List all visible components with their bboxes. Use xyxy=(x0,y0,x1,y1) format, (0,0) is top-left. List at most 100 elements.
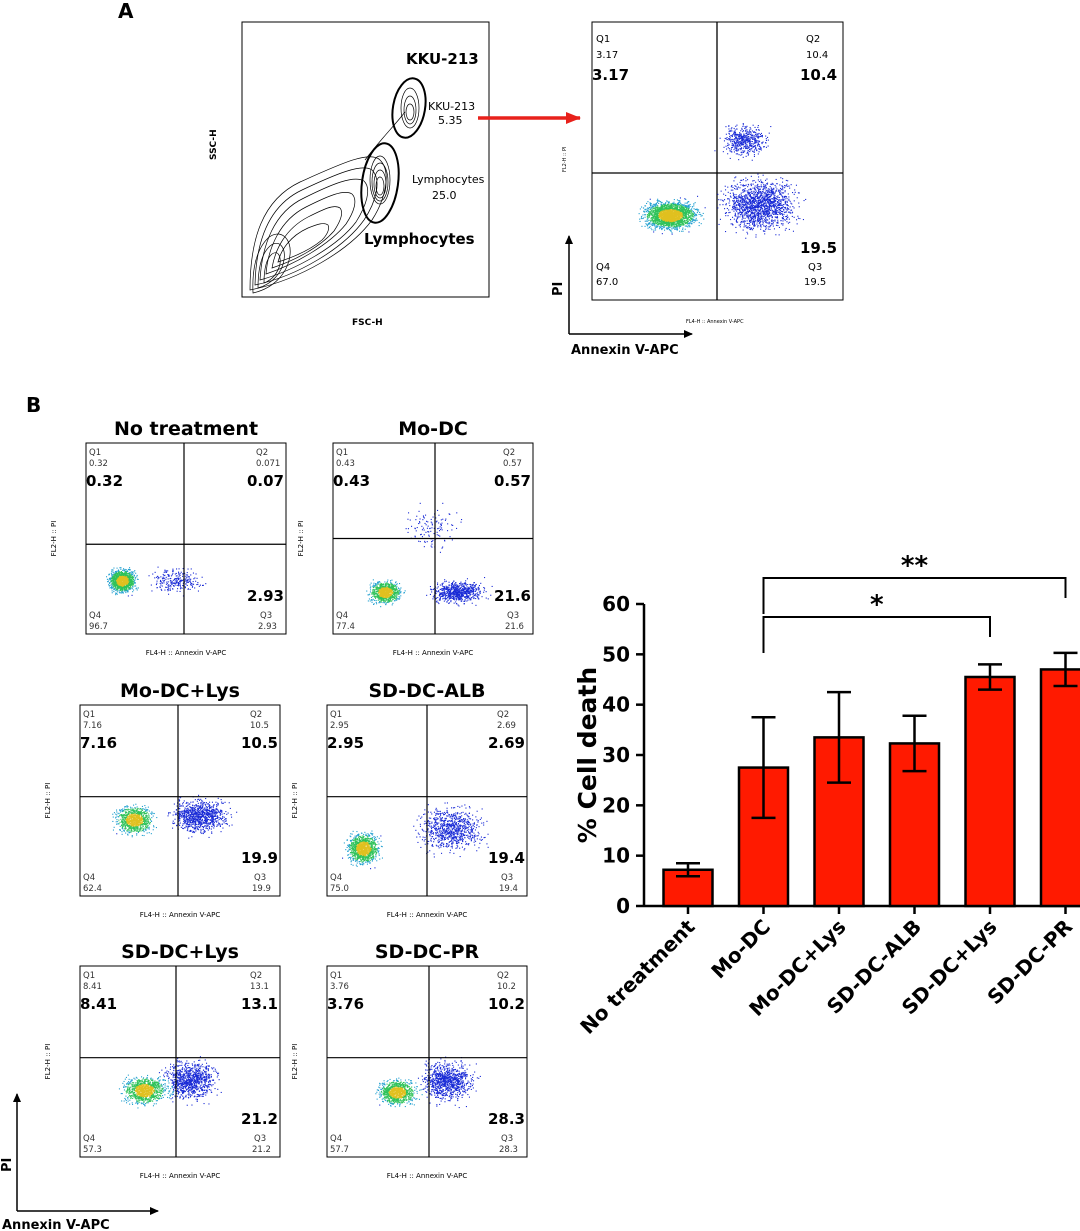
flow-plot: Mo-DC+LysQ17.167.16Q210.510.519.9Q319.9Q… xyxy=(44,680,281,919)
x-tick-label: Mo-DC xyxy=(706,915,775,984)
gate-lymphocytes-big-label: Lymphocytes xyxy=(364,230,475,248)
kku-213-gate xyxy=(391,77,427,139)
flow-plot-q1-small: 2.95 xyxy=(330,721,349,731)
flow-plot-q2-name: Q2 xyxy=(250,710,262,720)
flow-plot: No treatmentQ10.320.32Q20.0710.072.93Q32… xyxy=(50,418,287,657)
flow-plot-q4-small: 77.4 xyxy=(336,622,355,632)
flow-plot-x-axis-text: FL4-H :: Annexin V-APC xyxy=(387,1172,468,1180)
panel-b-arrow-y-label: PI xyxy=(0,1158,15,1172)
flow-plot-q3-small: 21.6 xyxy=(505,622,524,632)
flow-plot-y-axis-text: FL2-H :: PI xyxy=(291,783,299,819)
flow-plot-q1-small: 3.76 xyxy=(330,982,349,992)
flow-plot-q1-big: 8.41 xyxy=(80,995,117,1013)
gate-lymphocytes-small-label: Lymphocytes xyxy=(412,173,485,186)
panel-a-q4-name: Q4 xyxy=(596,262,610,273)
flow-plot-q2-small: 0.57 xyxy=(503,459,522,469)
flow-plot-x-axis-text: FL4-H :: Annexin V-APC xyxy=(140,911,221,919)
flow-plot: SD-DC-PRQ13.763.76Q210.210.228.3Q328.3Q4… xyxy=(291,941,528,1180)
significance-bracket: ** xyxy=(762,551,1067,614)
flow-plot-y-axis-text: FL2-H :: PI xyxy=(297,521,305,557)
significance-label: ** xyxy=(901,551,929,581)
y-tick-label: 30 xyxy=(602,743,630,767)
flow-plot-q1-big: 0.43 xyxy=(333,472,370,490)
flow-plot-q1-name: Q1 xyxy=(83,971,95,981)
y-tick-label: 50 xyxy=(602,642,630,666)
flow-plot-q2-small: 2.69 xyxy=(497,721,516,731)
flow-plot-y-axis-text: FL2-H :: PI xyxy=(44,783,52,819)
flow-plot-y-axis-text: FL2-H :: PI xyxy=(50,521,58,557)
panel-a-x-axis-text: FL4-H :: Annexin V-APC xyxy=(686,319,744,325)
flow-plot-q3-small: 19.4 xyxy=(499,884,518,894)
flow-plot-frame xyxy=(85,442,287,635)
flow-plot-title: SD-DC+Lys xyxy=(121,941,239,963)
panel-b-arrow-x-label: Annexin V-APC xyxy=(2,1218,110,1231)
flow-plot-q2-name: Q2 xyxy=(256,448,268,458)
panel-a-q2-small: 10.4 xyxy=(806,50,828,61)
flow-plot-q2-small: 10.5 xyxy=(250,721,269,731)
significance-label: * xyxy=(870,590,884,620)
flow-plot-q2-name: Q2 xyxy=(497,710,509,720)
panel-a-q3-small: 19.5 xyxy=(804,277,826,288)
flow-plot: Mo-DCQ10.430.43Q20.570.5721.6Q321.6Q477.… xyxy=(297,418,534,657)
flow-plot-q3-name: Q3 xyxy=(254,1134,266,1144)
flow-plot-q1-name: Q1 xyxy=(330,971,342,981)
flow-plot-q2-big: 10.2 xyxy=(488,995,525,1013)
flow-plot-title: Mo-DC+Lys xyxy=(120,680,240,702)
flow-plot-q3-small: 19.9 xyxy=(252,884,271,894)
flow-plot-x-axis-text: FL4-H :: Annexin V-APC xyxy=(387,911,468,919)
flow-plot-q3-big: 2.93 xyxy=(247,587,284,605)
flow-plot-q2-big: 2.69 xyxy=(488,734,525,752)
panel-b-label: B xyxy=(26,393,41,417)
flow-plot-q2-name: Q2 xyxy=(503,448,515,458)
gate-kku-213-value: 5.35 xyxy=(438,114,463,127)
flow-plot-frame xyxy=(79,704,281,897)
flow-plot-q2-big: 0.57 xyxy=(494,472,531,490)
flow-plot-y-axis-text: FL2-H :: PI xyxy=(291,1044,299,1080)
panel-a-q2-big: 10.4 xyxy=(800,66,837,84)
flow-plot-q1-name: Q1 xyxy=(336,448,348,458)
flow-plot-q3-big: 19.4 xyxy=(488,849,525,867)
panel-a-dots xyxy=(638,123,807,239)
significance-line xyxy=(762,616,991,653)
panel-a-q1-name: Q1 xyxy=(596,34,610,45)
flow-plot-frame xyxy=(79,965,281,1158)
flow-plot-q3-big: 19.9 xyxy=(241,849,278,867)
flow-plot: SD-DC-ALBQ12.952.95Q22.692.6919.4Q319.4Q… xyxy=(291,680,528,919)
flow-plot-q3-name: Q3 xyxy=(501,873,513,883)
flow-plot-q2-big: 10.5 xyxy=(241,734,278,752)
flow-plot-q2-small: 10.2 xyxy=(497,982,516,992)
flow-plot-q1-small: 0.32 xyxy=(89,459,108,469)
flow-plot: SD-DC+LysQ18.418.41Q213.113.121.2Q321.2Q… xyxy=(44,941,281,1180)
flow-plot-q3-big: 21.6 xyxy=(494,587,531,605)
flow-plot-q1-big: 3.76 xyxy=(327,995,364,1013)
flow-plot-x-axis-text: FL4-H :: Annexin V-APC xyxy=(140,1172,221,1180)
flow-plot-q2-name: Q2 xyxy=(497,971,509,981)
flow-plot-q1-name: Q1 xyxy=(89,448,101,458)
flow-plot-dots xyxy=(375,1056,481,1109)
panel-a-q2-name: Q2 xyxy=(806,34,820,45)
flow-plot-dots xyxy=(118,1056,222,1109)
y-tick-label: 20 xyxy=(602,793,630,817)
flow-plot-y-axis-text: FL2-H :: PI xyxy=(44,1044,52,1080)
flow-plot-q3-name: Q3 xyxy=(260,611,272,621)
flow-plot-q3-name: Q3 xyxy=(254,873,266,883)
panel-a-arrow-x-label: Annexin V-APC xyxy=(571,343,679,358)
flow-plot-q2-big: 0.07 xyxy=(247,472,284,490)
flow-plot-q4-small: 75.0 xyxy=(330,884,349,894)
significance-bracket: * xyxy=(762,590,991,653)
flow-plot-dots xyxy=(112,794,238,839)
flow-plot-x-axis-text: FL4-H :: Annexin V-APC xyxy=(393,649,474,657)
y-tick-label: 10 xyxy=(602,844,630,868)
y-tick-label: 40 xyxy=(602,693,630,717)
flow-plot-q1-small: 7.16 xyxy=(83,721,102,731)
flow-plot-q1-name: Q1 xyxy=(330,710,342,720)
flow-plot-title: SD-DC-ALB xyxy=(368,680,485,702)
bar xyxy=(964,675,1016,908)
flow-plot-q4-name: Q4 xyxy=(336,611,348,621)
flow-plot-q2-small: 13.1 xyxy=(250,982,269,992)
panel-b-plots: No treatmentQ10.320.32Q20.0710.072.93Q32… xyxy=(44,418,534,1180)
flow-plot-dots xyxy=(342,802,489,870)
flow-plot-q1-big: 7.16 xyxy=(80,734,117,752)
gate-lymphocytes-value: 25.0 xyxy=(432,189,457,202)
